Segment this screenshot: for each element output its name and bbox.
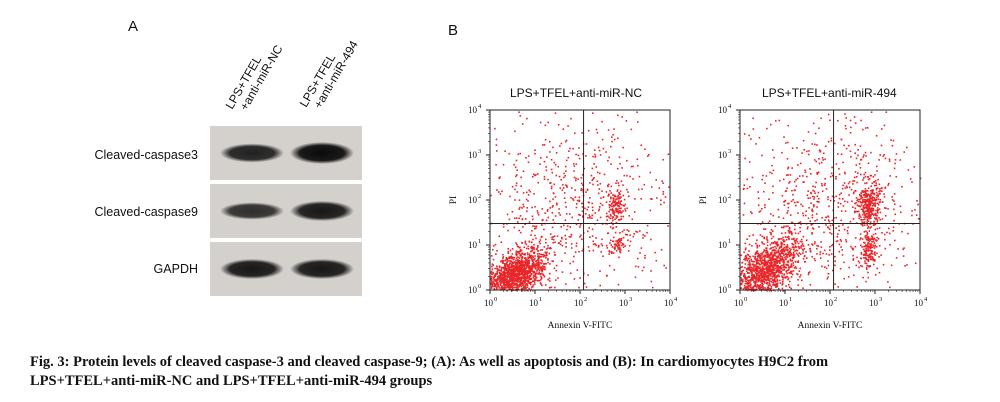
x-tick-label: 10 [734,298,744,308]
x-tick-exp: 2 [584,296,587,303]
x-tick-label: 10 [664,298,674,308]
flow-dots [490,111,670,292]
x-tick-label: 10 [619,298,629,308]
y-tick-exp: 0 [728,283,731,290]
blot-bands-caspase3 [220,142,354,164]
band-label-caspase9: Cleaved-caspase9 [94,205,198,219]
x-tick-exp: 4 [924,296,928,303]
blot-band-caspase3-lane-1 [220,143,284,163]
band-label-caspase3: Cleaved-caspase3 [94,148,198,162]
x-tick-label: 10 [914,298,924,308]
x-tick-label: 10 [869,298,879,308]
x-tick-exp: 3 [629,296,632,303]
y-tick-exp: 0 [478,283,481,290]
y-tick-label: 10 [718,150,728,160]
y-tick-label: 10 [718,240,728,250]
flow-title-nc: LPS+TFEL+anti-miR-NC [510,86,643,100]
flow-title-494: LPS+TFEL+anti-miR-494 [762,86,897,100]
blot-row-caspase3 [210,126,362,180]
y-tick-exp: 4 [478,103,482,110]
x-tick-label: 10 [574,298,584,308]
y-tick-exp: 4 [728,103,732,110]
y-tick-label: 10 [468,285,478,295]
x-tick-exp: 4 [674,296,678,303]
x-tick-label: 10 [824,298,834,308]
lane-label-nc: LPS+TFEL +anti-miR-NC [223,37,286,118]
caption-line-2: LPS+TFEL+anti-miR-NC and LPS+TFEL+anti-m… [30,373,433,389]
blot-band-caspase9-lane-2 [290,200,354,222]
y-axis-label: PI [449,196,459,204]
x-tick-exp: 0 [744,296,747,303]
lane-label-494: LPS+TFEL +anti-miR-494 [297,32,361,116]
y-tick-label: 10 [468,150,478,160]
x-axis-label: Annexin V-FITC [798,321,863,331]
blot-band-gapdh-lane-1 [220,258,284,280]
y-tick-label: 10 [718,195,728,205]
y-axis-label: PI [699,196,709,204]
y-tick-exp: 3 [728,148,731,155]
x-tick-exp: 0 [494,296,497,303]
y-tick-label: 10 [718,285,728,295]
y-tick-label: 10 [468,105,478,115]
blot-band-caspase9-lane-1 [220,202,284,220]
blot-band-caspase3-lane-2 [290,142,354,164]
blot-band-gapdh-lane-2 [290,258,354,280]
panel-b-letter: B [448,22,459,39]
y-tick-label: 10 [468,240,478,250]
y-tick-exp: 1 [478,238,481,245]
y-tick-exp: 2 [728,193,731,200]
blot-row-gapdh [210,242,362,296]
x-axis-label: Annexin V-FITC [548,321,613,331]
caption-line-1: Fig. 3: Protein levels of cleaved caspas… [30,354,829,370]
y-tick-exp: 2 [478,193,481,200]
x-tick-exp: 2 [834,296,837,303]
x-tick-exp: 3 [879,296,882,303]
y-tick-label: 10 [468,195,478,205]
blot-bands-gapdh [220,258,354,280]
band-label-gapdh: GAPDH [153,262,198,276]
y-tick-label: 10 [718,105,728,115]
x-tick-exp: 1 [539,296,542,303]
blot-row-caspase9 [210,184,362,238]
flow-dots [740,111,922,292]
blot-bands-caspase9 [220,200,354,222]
panel-a-letter: A [128,18,139,35]
figure-caption: Fig. 3: Protein levels of cleaved caspas… [30,353,995,391]
x-tick-exp: 1 [789,296,792,303]
y-tick-exp: 3 [478,148,481,155]
x-tick-label: 10 [484,298,494,308]
x-tick-label: 10 [529,298,539,308]
x-tick-label: 10 [779,298,789,308]
y-tick-exp: 1 [728,238,731,245]
